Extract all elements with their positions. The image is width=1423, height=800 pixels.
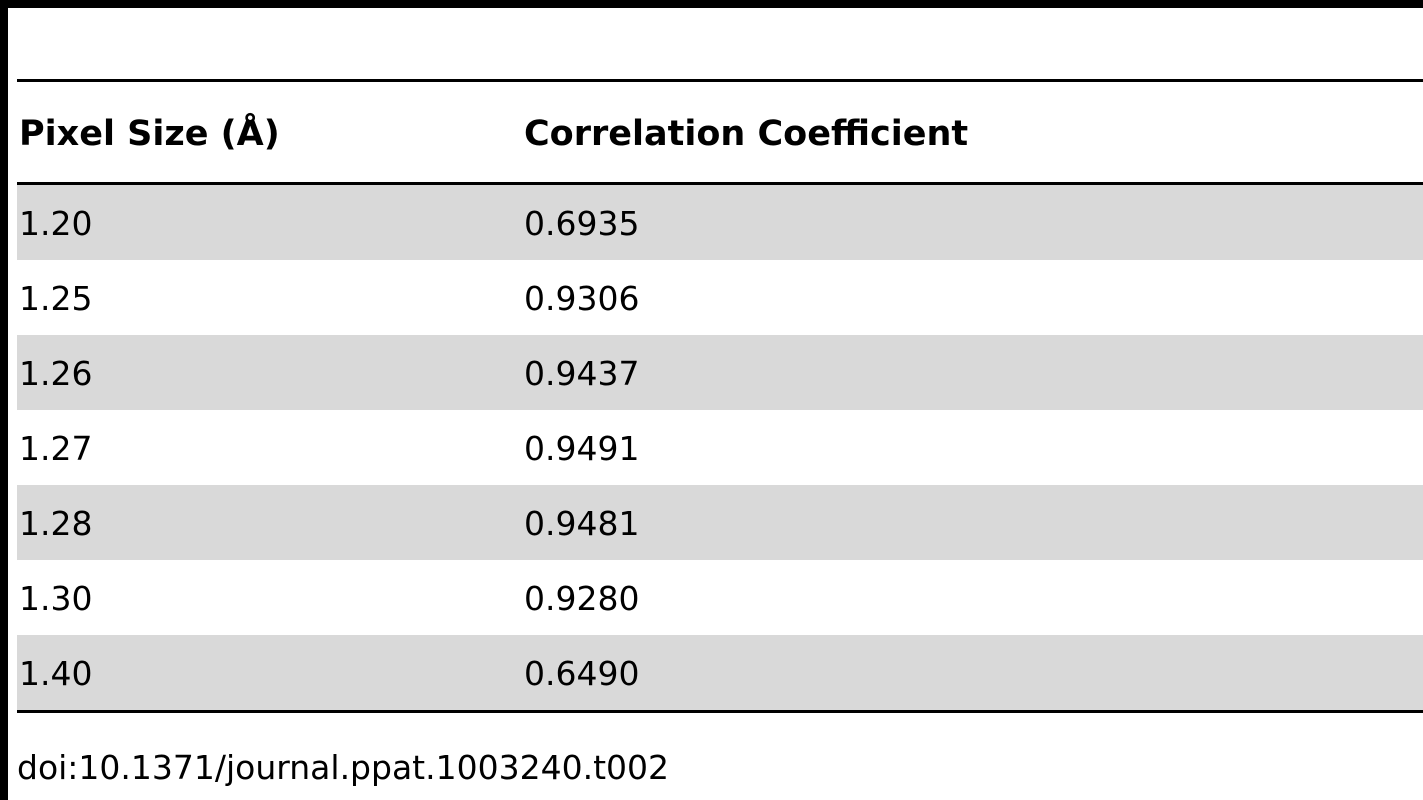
table-row: 1.28 0.9481 [17,485,1423,560]
pixel-size-cell: 1.20 [19,204,93,243]
table-row: 1.40 0.6490 [17,635,1423,710]
table-row: 1.20 0.6935 [17,185,1423,260]
table-top-rule [17,79,1423,82]
pixel-size-cell: 1.26 [19,354,93,393]
correlation-coefficient-cell: 0.9280 [524,579,640,618]
top-rule [0,0,1423,8]
correlation-coefficient-cell: 0.9491 [524,429,640,468]
pixel-size-cell: 1.40 [19,654,93,693]
correlation-coefficient-cell: 0.9306 [524,279,640,318]
column-header-pixel-size: Pixel Size (Å) [19,114,280,154]
table-row: 1.25 0.9306 [17,260,1423,335]
left-border [0,0,8,800]
table-header-row: Pixel Size (Å) Correlation Coefficient [17,82,1423,182]
correlation-coefficient-cell: 0.9481 [524,504,640,543]
column-header-correlation-coefficient: Correlation Coefficient [524,114,969,154]
correlation-coefficient-cell: 0.9437 [524,354,640,393]
table-row: 1.26 0.9437 [17,335,1423,410]
pixel-size-cell: 1.30 [19,579,93,618]
pixel-size-cell: 1.28 [19,504,93,543]
correlation-coefficient-cell: 0.6490 [524,654,640,693]
table-header-rule [17,182,1423,185]
table-row: 1.30 0.9280 [17,560,1423,635]
table-bottom-rule [17,710,1423,713]
pixel-size-cell: 1.27 [19,429,93,468]
correlation-coefficient-cell: 0.6935 [524,204,640,243]
table-row: 1.27 0.9491 [17,410,1423,485]
data-table: Pixel Size (Å) Correlation Coefficient 1… [17,79,1423,713]
pixel-size-cell: 1.25 [19,279,93,318]
doi-link[interactable]: doi:10.1371/journal.ppat.1003240.t002 [17,748,669,787]
